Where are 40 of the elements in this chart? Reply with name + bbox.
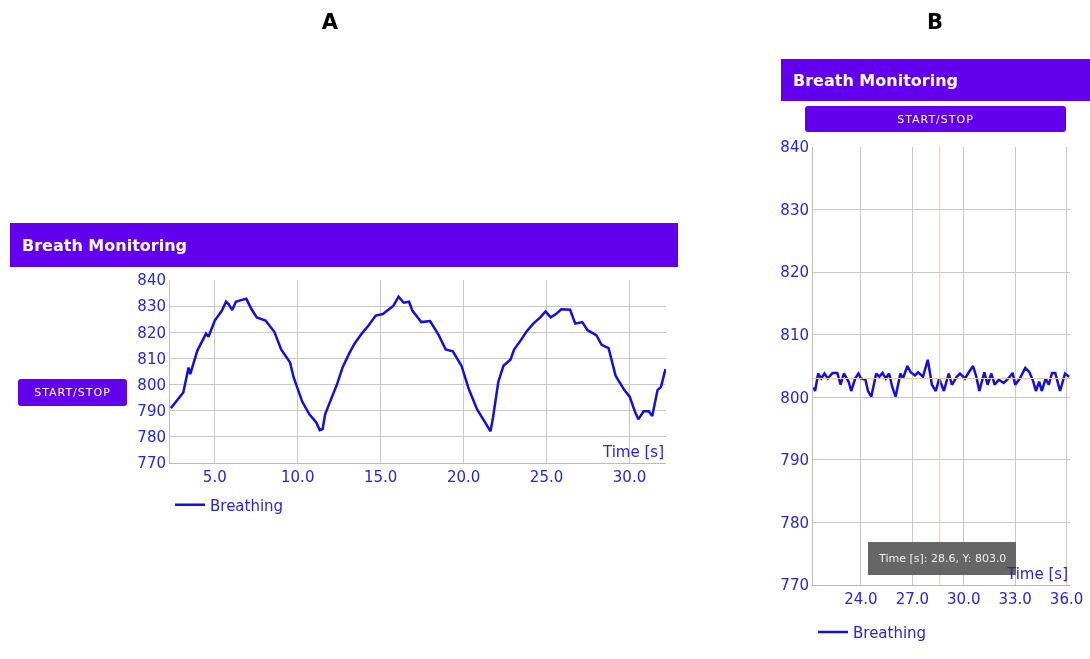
x-tick-label: 20.0 xyxy=(446,468,481,486)
legend-label: Breathing xyxy=(210,496,284,515)
legend-label: Breathing xyxy=(853,623,927,642)
y-tick-label: 810 xyxy=(780,325,809,344)
chart-subtitle: Breath Monitoring xyxy=(781,59,1090,101)
x-tick-label: 27.0 xyxy=(895,590,930,608)
chart-subtitle: Breath Monitoring xyxy=(10,223,678,267)
y-tick-label: 820 xyxy=(780,263,809,282)
y-tick-label: 800 xyxy=(780,388,809,407)
line-series xyxy=(170,295,666,433)
x-tick-label: 24.0 xyxy=(844,590,878,608)
y-tick-label: 840 xyxy=(780,138,809,157)
x-tick-label: 30.0 xyxy=(612,468,647,486)
y-tick-label: 800 xyxy=(137,375,166,394)
y-tick-label: 770 xyxy=(780,576,809,595)
x-tick-label: 15.0 xyxy=(363,468,398,486)
line-series xyxy=(813,358,1070,398)
x-tick-label: 30.0 xyxy=(947,590,981,608)
y-tick-label: 830 xyxy=(780,200,809,219)
chart-title: B xyxy=(926,10,944,34)
x-tick-label: 25.0 xyxy=(529,468,564,486)
y-tick-label: 770 xyxy=(137,454,166,473)
chart-title: A xyxy=(321,10,339,34)
x-axis-title: Time [s] xyxy=(602,443,664,461)
x-axis-title: Time [s] xyxy=(1006,565,1068,583)
x-tick-label: 10.0 xyxy=(281,468,315,486)
text: START/STOP xyxy=(805,106,1066,132)
x-tick-label: 36.0 xyxy=(1049,590,1084,608)
y-tick-label: 820 xyxy=(137,323,166,342)
y-tick-label: 790 xyxy=(780,451,809,470)
y-tick-label: 840 xyxy=(137,271,166,290)
y-tick-label: 830 xyxy=(137,297,166,316)
annotation: Time [s]: 28.6, Y: 803.0 xyxy=(878,552,1007,565)
y-tick-label: 780 xyxy=(137,428,166,447)
x-tick-label: 5.0 xyxy=(202,468,227,486)
x-tick-label: 33.0 xyxy=(998,590,1032,608)
text: START/STOP xyxy=(18,379,127,406)
y-tick-label: 780 xyxy=(780,513,809,532)
y-tick-label: 790 xyxy=(137,401,166,420)
y-tick-label: 810 xyxy=(137,349,166,368)
